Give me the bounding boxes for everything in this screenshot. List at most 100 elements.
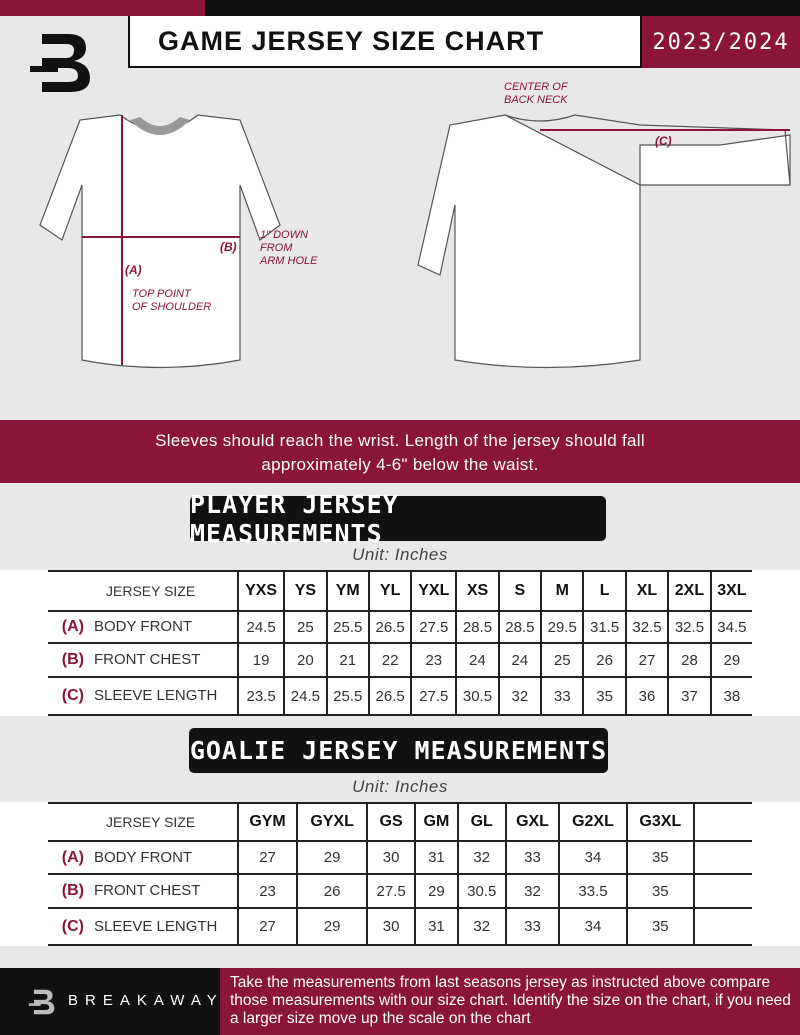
row-name: BODY FRONT: [94, 618, 193, 635]
table-row: (B) FRONT CHEST 23 26 27.5 29 30.5 32 33.5 35: [48, 874, 752, 908]
row-name: FRONT CHEST: [94, 651, 201, 668]
footer-text: Take the measurements from last seasons …: [220, 968, 800, 1035]
season-badge: 2023/2024: [642, 16, 800, 68]
table-cell: 35: [582, 677, 626, 715]
table-cell: 34: [558, 908, 627, 945]
size-header: GYXL: [296, 803, 368, 841]
size-header: YM: [325, 571, 369, 611]
table-cell: 19: [236, 643, 285, 677]
table-cell: 26.5: [367, 677, 412, 715]
table-cell: [693, 874, 752, 908]
player-heading: PLAYER JERSEY MEASUREMENTS: [190, 490, 606, 548]
size-header: XL: [624, 571, 669, 611]
table-cell: 30.5: [455, 677, 499, 715]
row-code: (C): [61, 917, 84, 935]
table-cell: 29: [296, 908, 368, 945]
table-cell: 32: [497, 677, 542, 715]
table-cell: 35: [625, 874, 694, 908]
table-row: (C) SLEEVE LENGTH 23.5 24.5 25.5 26.5 27.5 30.5…: [48, 677, 752, 715]
table-cell: 33.5: [558, 874, 627, 908]
table-cell: 29.5: [540, 611, 584, 643]
table-cell: 35: [625, 841, 694, 874]
table-cell: 20: [283, 643, 327, 677]
size-header: YL: [367, 571, 412, 611]
table-cell: 32: [456, 908, 506, 945]
top-accent-bar: [0, 0, 205, 16]
row-code: (A): [61, 618, 84, 635]
table-cell: 27.5: [410, 611, 457, 643]
size-header: YXL: [410, 571, 457, 611]
table-cell: 36: [624, 677, 669, 715]
table-cell: 21: [325, 643, 369, 677]
breakaway-logo-icon: [28, 989, 55, 1015]
table-cell: 27.5: [366, 874, 416, 908]
table-cell: 30: [366, 908, 416, 945]
size-header: G3XL: [625, 803, 694, 841]
table-cell: 34: [558, 841, 627, 874]
table-row: (A) BODY FRONT 27 29 30 31 32 33 34 35: [48, 841, 752, 874]
table-row: (C) SLEEVE LENGTH 27 29 30 31 32 33 34 35: [48, 908, 752, 945]
table-cell: 28.5: [497, 611, 542, 643]
size-header: L: [582, 571, 626, 611]
note-neck: CENTER OF BACK NECK: [504, 81, 568, 106]
footer-brand: BREAKAWAY: [0, 968, 220, 1035]
table-cell: 28.5: [455, 611, 499, 643]
note-armhole: 1" DOWN FROM ARM HOLE: [260, 229, 318, 267]
label-a: (A): [125, 263, 142, 277]
table-cell: 24.5: [283, 677, 327, 715]
table-cell: 30.5: [456, 874, 506, 908]
table-cell: 26.5: [367, 611, 412, 643]
table-cell: 33: [504, 841, 560, 874]
breakaway-logo-icon: [30, 34, 90, 92]
note-shoulder: TOP POINT OF SHOULDER: [132, 288, 212, 313]
table-cell: 32.5: [667, 611, 711, 643]
table-cell: 35: [625, 908, 694, 945]
goalie-size-table: JERSEY SIZE GYM GYXL GS GM GL GXL G2XL G3XL (A) BO…: [48, 802, 752, 946]
table-cell: 24.5: [236, 611, 285, 643]
size-header: G2XL: [558, 803, 627, 841]
row-name: BODY FRONT: [94, 848, 193, 866]
table-cell: 25.5: [325, 677, 369, 715]
table-cell: 32.5: [624, 611, 669, 643]
row-name: FRONT CHEST: [94, 882, 201, 899]
goalie-heading: GOALIE JERSEY MEASUREMENTS: [189, 728, 608, 773]
row-name: SLEEVE LENGTH: [94, 917, 218, 935]
goalie-unit: Unit: Inches: [352, 777, 448, 796]
table-cell: 31.5: [582, 611, 626, 643]
table-cell: 33: [540, 677, 584, 715]
page-title: GAME JERSEY SIZE CHART: [128, 16, 642, 68]
top-bar: [205, 0, 800, 16]
table-cell: 27: [236, 908, 298, 945]
brand-name: BREAKAWAY: [68, 992, 224, 1009]
table-cell: 33: [504, 908, 560, 945]
size-header: GM: [414, 803, 458, 841]
size-header: GS: [366, 803, 416, 841]
row-code: (B): [61, 651, 84, 668]
label-c: (C): [655, 134, 672, 148]
table-row: (A) BODY FRONT 24.5 25 25.5 26.5 27.5 28.5 28.5 2…: [48, 611, 752, 643]
size-header: S: [497, 571, 542, 611]
table-cell: 23: [410, 643, 457, 677]
table-cell: 32: [456, 841, 506, 874]
table-cell: [693, 841, 752, 874]
size-label: JERSEY SIZE: [106, 814, 196, 830]
jersey-diagram: [39, 114, 791, 369]
table-cell: 29: [414, 874, 458, 908]
table-cell: 31: [414, 841, 458, 874]
player-unit: Unit: Inches: [352, 545, 448, 564]
size-header: GXL: [504, 803, 560, 841]
row-name: SLEEVE LENGTH: [94, 687, 218, 704]
table-cell: 29: [709, 643, 752, 677]
table-cell: 27: [624, 643, 669, 677]
row-code: (C): [61, 687, 84, 704]
size-label: JERSEY SIZE: [106, 583, 196, 599]
table-cell: 24: [497, 643, 542, 677]
table-cell: [693, 908, 752, 945]
label-b: (B): [220, 240, 237, 254]
size-header: 2XL: [667, 571, 711, 611]
size-header: M: [540, 571, 584, 611]
table-cell: 25: [540, 643, 584, 677]
table-cell: 23: [236, 874, 298, 908]
size-header: YXS: [236, 571, 285, 611]
front-jersey: [39, 114, 281, 369]
